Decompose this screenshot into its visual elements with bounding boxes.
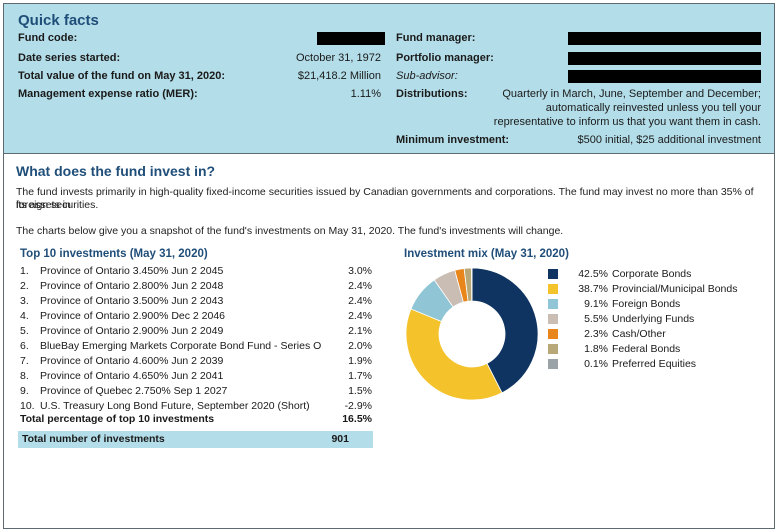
document-frame (3, 3, 775, 529)
top10-row-percent: 1.5% (348, 385, 372, 397)
donut-slice-corporate-bonds (471, 267, 539, 394)
total-count-value: 901 (331, 433, 349, 445)
top10-row: 4. Province of Ontario 2.900% Dec 2 2046 2… (18, 310, 376, 323)
mix-legend-swatch (548, 299, 558, 309)
top10-row-percent: 2.4% (348, 280, 372, 292)
quick-facts-panel: Quick facts Fund code: Date series start… (4, 4, 774, 154)
top10-total-value: 16.5% (342, 413, 372, 425)
sub-advisor-label: Sub-advisor: (396, 70, 458, 82)
top10-row-name: Province of Ontario 4.600% Jun 2 2039 (40, 355, 224, 367)
total-value-value: $21,418.2 Million (297, 70, 381, 82)
top10-row-number: 5. (20, 325, 29, 337)
mix-legend-percent: 38.7% (578, 283, 608, 295)
mix-legend-swatch (548, 314, 558, 324)
top10-row-percent: -2.9% (344, 400, 372, 412)
donut-slice-provincial-municipal-bonds (405, 308, 503, 401)
top10-row-percent: 2.4% (348, 295, 372, 307)
top10-row-name: Province of Ontario 2.900% Dec 2 2046 (40, 310, 226, 322)
mix-legend-name: Foreign Bonds (612, 298, 681, 310)
top10-row-name: Province of Quebec 2.750% Sep 1 2027 (40, 385, 228, 397)
top10-row-number: 3. (20, 295, 29, 307)
top10-row: 6. BlueBay Emerging Markets Corporate Bon… (18, 340, 376, 353)
portfolio-manager-label: Portfolio manager: (396, 52, 494, 64)
invest-section-title: What does the fund invest in? (16, 163, 216, 179)
mer-label: Management expense ratio (MER): (18, 88, 198, 100)
invest-paragraph-2: The charts below give you a snapshot of … (16, 225, 564, 237)
mix-legend-swatch (548, 284, 558, 294)
top10-row-number: 1. (20, 265, 29, 277)
top10-total-label: Total percentage of top 10 investments (20, 413, 215, 425)
mix-legend-name: Preferred Equities (612, 358, 697, 370)
mix-legend-swatch (548, 269, 558, 279)
top10-row-name: BlueBay Emerging Markets Corporate Bond … (40, 340, 322, 352)
min-investment-label: Minimum investment: (396, 134, 510, 146)
mix-legend-swatch (548, 329, 558, 339)
total-count-label: Total number of investments (22, 433, 165, 445)
sub-advisor-redaction (568, 70, 761, 83)
invest-paragraph-1-line-1: The fund invests primarily in high-quali… (16, 186, 754, 211)
mix-legend-name: Provincial/Municipal Bonds (612, 283, 738, 295)
mix-legend-name: Corporate Bonds (612, 268, 692, 280)
top10-row: 2. Province of Ontario 2.800% Jun 2 2048 2… (18, 280, 376, 293)
mix-legend-swatch (548, 344, 558, 354)
top10-total-row: Total percentage of top 10 investments 1… (18, 413, 376, 427)
top10-row-number: 7. (20, 355, 29, 367)
top10-row: 8. Province of Ontario 4.650% Jun 2 2041 1… (18, 370, 376, 383)
top10-row: 7. Province of Ontario 4.600% Jun 2 2039 1… (18, 355, 376, 368)
mix-legend-name: Federal Bonds (612, 343, 681, 355)
top10-title: Top 10 investments (May 31, 2020) (20, 248, 208, 260)
mix-legend-percent: 0.1% (584, 358, 608, 370)
portfolio-manager-redaction (568, 52, 761, 65)
top10-row: 10. U.S. Treasury Long Bond Future, Septe… (18, 400, 376, 413)
quick-facts-title: Quick facts (18, 12, 99, 29)
mix-legend-swatch (548, 359, 558, 369)
total-value-label: Total value of the fund on May 31, 2020: (18, 70, 226, 82)
top10-row-percent: 2.0% (348, 340, 372, 352)
top10-row: 3. Province of Ontario 3.500% Jun 2 2043 2… (18, 295, 376, 308)
fund-manager-redaction (568, 32, 761, 45)
invest-paragraph-1-line-2: foreign securities. (16, 199, 99, 211)
mix-title: Investment mix (May 31, 2020) (404, 248, 569, 260)
min-investment-value: $500 initial, $25 additional investment (577, 134, 761, 146)
distributions-line-3: representative to inform us that you wan… (493, 116, 761, 128)
top10-row: 9. Province of Quebec 2.750% Sep 1 2027 1.… (18, 385, 376, 398)
top10-row-percent: 2.4% (348, 310, 372, 322)
fund-code-redaction (317, 32, 385, 45)
mix-legend-name: Underlying Funds (612, 313, 695, 325)
top10-row-number: 2. (20, 280, 29, 292)
top10-row-name: Province of Ontario 3.500% Jun 2 2043 (40, 295, 224, 307)
top10-row-percent: 1.9% (348, 355, 372, 367)
top10-row-name: Province of Ontario 4.650% Jun 2 2041 (40, 370, 224, 382)
mer-value: 1.11% (350, 88, 381, 100)
fund-manager-label: Fund manager: (396, 32, 476, 44)
top10-row-name: Province of Ontario 2.800% Jun 2 2048 (40, 280, 224, 292)
top10-row: 5. Province of Ontario 2.900% Jun 2 2049 2… (18, 325, 376, 338)
top10-row-number: 8. (20, 370, 29, 382)
distributions-label: Distributions: (396, 88, 468, 100)
total-count-row: Total number of investments 901 (18, 431, 373, 448)
top10-row: 1. Province of Ontario 3.450% Jun 2 2045 3… (18, 265, 376, 278)
top10-row-percent: 1.7% (348, 370, 372, 382)
mix-legend-name: Cash/Other (612, 328, 666, 340)
top10-row-number: 10. (20, 400, 35, 412)
mix-legend-percent: 5.5% (584, 313, 608, 325)
top10-row-name: U.S. Treasury Long Bond Future, Septembe… (40, 400, 310, 412)
investment-mix-donut-chart (405, 267, 539, 401)
date-started-label: Date series started: (18, 52, 121, 64)
mix-legend-percent: 2.3% (584, 328, 608, 340)
date-started-value: October 31, 1972 (295, 52, 381, 64)
top10-row-number: 4. (20, 310, 29, 322)
fund-code-label: Fund code: (18, 32, 78, 44)
top10-row-percent: 3.0% (348, 265, 372, 277)
top10-row-name: Province of Ontario 3.450% Jun 2 2045 (40, 265, 224, 277)
mix-legend-percent: 1.8% (584, 343, 608, 355)
distributions-line-1: Quarterly in March, June, September and … (502, 88, 761, 100)
top10-row-name: Province of Ontario 2.900% Jun 2 2049 (40, 325, 224, 337)
top10-row-percent: 2.1% (348, 325, 372, 337)
top10-row-number: 9. (20, 385, 29, 397)
distributions-line-2: automatically reinvested unless you tell… (545, 102, 761, 114)
top10-row-number: 6. (20, 340, 29, 352)
mix-legend-percent: 9.1% (584, 298, 608, 310)
mix-legend-percent: 42.5% (578, 268, 608, 280)
